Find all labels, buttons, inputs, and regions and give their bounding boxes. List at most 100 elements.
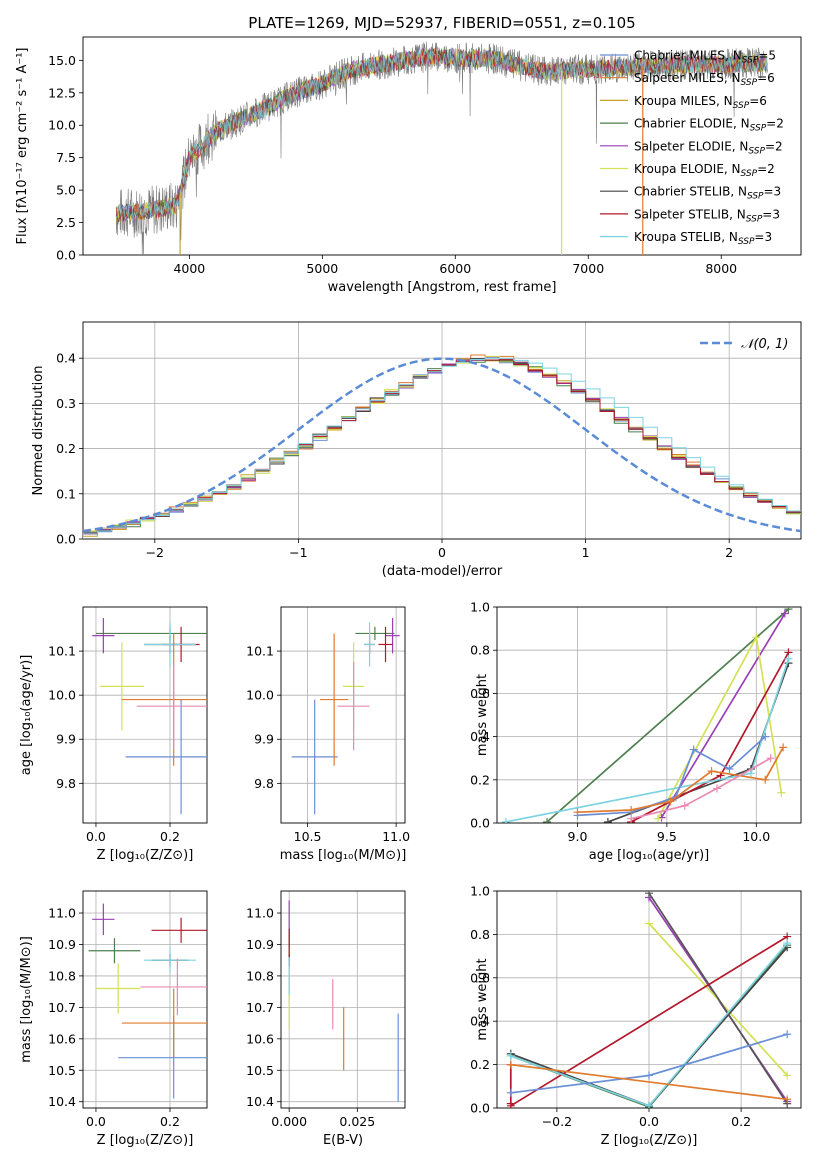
weight-marker: [784, 654, 793, 663]
y-tick-label: 0.2: [56, 441, 76, 456]
x-tick-label: 4000: [173, 261, 205, 276]
legend-label: Kroupa ELODIE, NSSP=2: [634, 162, 775, 179]
model-spectrum-line: [115, 47, 768, 223]
weight-line: [510, 935, 788, 1107]
weight-marker: [645, 919, 653, 928]
x-tick-label: 2: [725, 545, 733, 560]
legend-label: 𝒩(0, 1): [741, 337, 788, 352]
weight-marker: [506, 1060, 515, 1069]
weight-marker: [752, 633, 761, 642]
legend-label-sub: SSP: [741, 78, 758, 88]
weight-marker: [761, 732, 770, 741]
legend-label-base: Kroupa ELODIE, N: [634, 162, 741, 176]
normal-curve: [82, 357, 802, 533]
y-tick-label: 10.0: [246, 688, 274, 703]
x-axis-label: Z [log₁₀(Z/Z⊙)]: [97, 848, 194, 863]
age-vs-mass-axes: [277, 606, 406, 827]
weight-marker: [746, 769, 755, 778]
x-tick-label: 0.0: [86, 1114, 106, 1129]
y-tick-label: 1.0: [470, 600, 490, 615]
weight-marker: [653, 814, 662, 823]
legend-label-sub: SSP: [733, 101, 750, 111]
legend-label-tail: =2: [757, 162, 775, 176]
y-tick-label: 0.4: [56, 351, 76, 366]
histogram-step: [83, 357, 801, 539]
weight-marker: [777, 788, 786, 797]
y-tick-label: 10.9: [48, 937, 76, 952]
x-tick-label: −2: [146, 545, 164, 560]
legend-label-sub: SSP: [748, 146, 765, 156]
x-axis-label: age [log₁₀(age/yr)]: [589, 848, 710, 863]
spectrum-axes: [79, 36, 802, 259]
y-tick-label: 10.1: [48, 644, 76, 659]
x-tick-label: 6000: [439, 261, 471, 276]
y-tick-label: 11.0: [48, 906, 76, 921]
y-tick-label: 0.3: [56, 396, 76, 411]
weight-marker: [779, 743, 788, 752]
y-tick-label: 9.8: [254, 776, 274, 791]
legend-label-sub: SSP: [742, 56, 759, 66]
y-tick-label: 0.0: [56, 532, 76, 547]
y-axis-label: Flux [fλ10⁻¹⁷ erg cm⁻² s⁻¹ A⁻¹]: [15, 48, 30, 245]
weight-marker: [506, 1051, 515, 1060]
y-tick-label: 5.0: [56, 183, 76, 198]
weight-marker: [506, 1099, 515, 1108]
y-tick-label: 9.8: [56, 776, 76, 791]
legend-label-base: Chabrier ELODIE, N: [634, 117, 750, 131]
weight-marker: [680, 801, 689, 810]
y-tick-label: 0.8: [470, 927, 490, 942]
legend-label-sub: SSP: [747, 192, 764, 202]
x-tick-label: 5000: [306, 261, 338, 276]
weight-line: [577, 746, 784, 814]
y-tick-label: 0.4: [470, 729, 490, 744]
legend-label-tail: =6: [749, 94, 767, 108]
y-axis-label: mass weight: [475, 958, 490, 1040]
x-tick-label: 0.025: [339, 1114, 375, 1129]
weight-marker: [707, 767, 716, 776]
weight-line: [648, 892, 788, 1105]
x-tick-label: 0.000: [271, 1114, 307, 1129]
legend-label-sub: SSP: [746, 214, 763, 224]
weight-marker: [501, 817, 510, 823]
y-tick-label: 7.5: [56, 150, 76, 165]
x-tick-label: 0.2: [160, 1114, 180, 1129]
y-tick-label: 15.0: [48, 53, 76, 68]
mass-vs-EBV-axes: [277, 890, 406, 1112]
x-tick-label: 0.2: [160, 829, 180, 844]
weight-marker: [783, 1030, 792, 1039]
y-tick-label: 0.6: [470, 686, 490, 701]
legend-label-sub: SSP: [750, 124, 767, 134]
x-tick-label: 9.5: [657, 829, 677, 844]
weight-vs-Z-axes: [493, 890, 802, 1112]
x-axis-label: Z [log₁₀(Z/Z⊙)]: [97, 1133, 194, 1148]
x-tick-label: 0.0: [86, 829, 106, 844]
chart-title: PLATE=1269, MJD=52937, FIBERID=0551, z=0…: [248, 14, 635, 32]
x-tick-label: 0: [438, 545, 446, 560]
weight-marker: [783, 1071, 792, 1080]
y-tick-label: 0.2: [470, 1057, 490, 1072]
legend-label-tail: =5: [758, 49, 776, 63]
y-tick-label: 9.9: [254, 732, 274, 747]
residual-histogram-axes: [79, 321, 802, 543]
y-tick-label: 0.0: [56, 248, 76, 263]
x-tick-label: 0.2: [731, 1114, 751, 1129]
weight-marker: [645, 891, 653, 898]
legend-label: Salpeter MILES, NSSP=6: [634, 71, 775, 88]
x-tick-label: 8000: [705, 261, 737, 276]
x-tick-label: 9.0: [568, 829, 588, 844]
x-tick-label: 0.0: [639, 1114, 659, 1129]
legend-label-sub: SSP: [738, 237, 755, 247]
legend-label: Kroupa STELIB, NSSP=3: [634, 230, 772, 247]
legend-label-tail: =6: [757, 71, 775, 85]
x-tick-label: 1: [582, 545, 590, 560]
y-axis-label: mass [log₁₀(M/M⊙)]: [19, 936, 34, 1063]
age-vs-mass-frame: [280, 606, 406, 824]
legend-label: Chabrier STELIB, NSSP=3: [634, 185, 781, 202]
y-tick-label: 10.0: [48, 688, 76, 703]
y-tick-label: 10.5: [246, 1063, 274, 1078]
weight-marker: [761, 775, 770, 784]
y-tick-label: 1.0: [470, 884, 490, 899]
weight-marker: [603, 817, 612, 823]
weight-line: [577, 735, 766, 817]
